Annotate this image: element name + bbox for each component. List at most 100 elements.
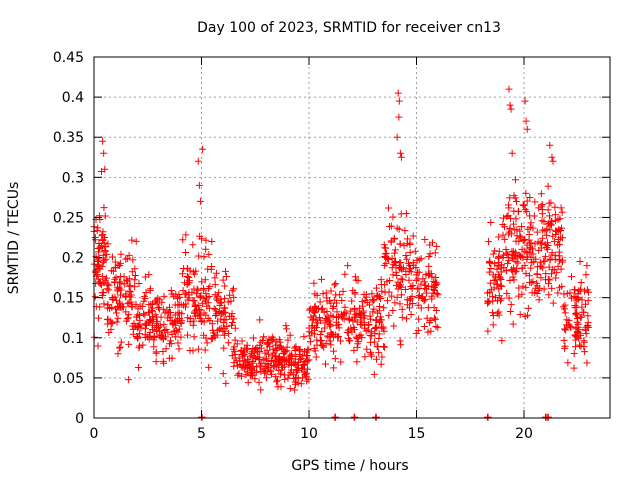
data-point: [425, 253, 433, 261]
data-point: [160, 320, 168, 328]
data-point: [353, 343, 361, 351]
data-point: [114, 314, 122, 322]
data-point: [526, 212, 534, 220]
data-point: [366, 348, 374, 356]
data-point: [434, 324, 442, 332]
data-point: [537, 274, 545, 282]
data-point: [124, 300, 132, 308]
data-point: [544, 182, 552, 190]
data-point: [99, 137, 107, 145]
data-point: [403, 255, 411, 263]
data-point: [295, 346, 303, 354]
data-point: [106, 304, 114, 312]
data-point: [316, 298, 324, 306]
data-point: [117, 250, 125, 258]
data-point: [134, 324, 142, 332]
data-point: [428, 273, 436, 281]
data-point: [344, 262, 352, 270]
data-point: [572, 325, 580, 333]
data-point: [430, 314, 438, 322]
data-point: [361, 353, 369, 361]
y-tick-label: 0.35: [53, 130, 84, 146]
data-point: [580, 338, 588, 346]
data-point: [194, 302, 202, 310]
data-point: [418, 293, 426, 301]
data-point: [584, 297, 592, 305]
data-point: [303, 348, 311, 356]
data-point: [494, 254, 502, 262]
data-point: [546, 226, 554, 234]
data-point: [362, 291, 370, 299]
data-point: [220, 304, 228, 312]
data-point: [390, 234, 398, 242]
data-point: [197, 318, 205, 326]
data-point: [484, 299, 492, 307]
data-point: [393, 293, 401, 301]
data-point: [489, 312, 497, 320]
data-point: [310, 279, 318, 287]
data-point: [333, 322, 341, 330]
data-point: [250, 367, 258, 375]
data-point: [217, 295, 225, 303]
data-point: [577, 279, 585, 287]
data-point: [270, 349, 278, 357]
x-tick-label: 0: [90, 426, 99, 442]
data-point: [391, 249, 399, 257]
data-point: [134, 333, 142, 341]
data-point: [286, 331, 294, 339]
data-point: [115, 344, 123, 352]
data-point: [331, 413, 339, 421]
data-point: [349, 317, 357, 325]
data-point: [208, 238, 216, 246]
data-point: [184, 331, 192, 339]
data-point: [96, 243, 104, 251]
data-point: [553, 228, 561, 236]
data-point: [132, 237, 140, 245]
data-point: [244, 379, 252, 387]
data-point: [200, 253, 208, 261]
data-point: [198, 317, 206, 325]
data-point: [230, 347, 238, 355]
data-point: [555, 248, 563, 256]
data-point: [99, 228, 107, 236]
data-point: [369, 297, 377, 305]
data-point: [515, 237, 523, 245]
data-point: [413, 256, 421, 264]
data-point: [407, 295, 415, 303]
data-point: [503, 289, 511, 297]
data-point: [521, 206, 529, 214]
data-point: [203, 339, 211, 347]
chart-title: Day 100 of 2023, SRMTID for receiver cn1…: [197, 20, 501, 36]
data-point: [327, 321, 335, 329]
data-point: [584, 319, 592, 327]
data-point: [372, 413, 380, 421]
data-point: [276, 353, 284, 361]
data-point: [292, 374, 300, 382]
data-point: [129, 256, 137, 264]
data-point: [283, 347, 291, 355]
data-point: [304, 346, 312, 354]
data-point: [549, 265, 557, 273]
data-point: [348, 297, 356, 305]
data-point: [226, 291, 234, 299]
data-point: [208, 320, 216, 328]
data-point: [510, 192, 518, 200]
data-point: [549, 299, 557, 307]
data-point: [492, 276, 500, 284]
data-point: [570, 364, 578, 372]
data-point: [256, 316, 264, 324]
data-point: [331, 355, 339, 363]
data-point: [100, 204, 108, 212]
data-point: [393, 272, 401, 280]
data-point: [581, 287, 589, 295]
data-point: [537, 202, 545, 210]
data-point: [518, 223, 526, 231]
data-point: [538, 201, 546, 209]
data-point: [264, 339, 272, 347]
data-point: [104, 315, 112, 323]
data-point: [317, 275, 325, 283]
data-point: [374, 292, 382, 300]
data-point: [291, 346, 299, 354]
data-point: [202, 297, 210, 305]
data-point: [495, 308, 503, 316]
